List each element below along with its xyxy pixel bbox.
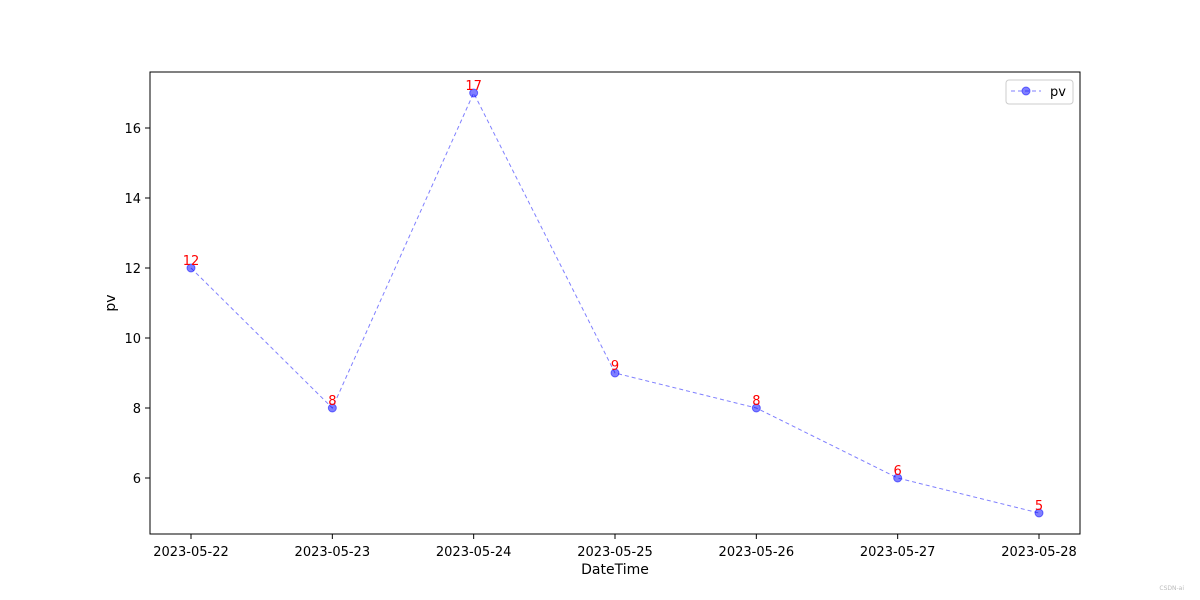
y-tick-label: 14: [124, 192, 141, 207]
data-label: 5: [1035, 499, 1043, 514]
data-point: [186, 263, 196, 273]
x-tick-label: 2023-05-23: [295, 545, 371, 560]
x-tick-label: 2023-05-27: [860, 545, 936, 560]
data-point: [327, 403, 337, 413]
data-label: 8: [328, 394, 336, 409]
y-tick-label: 16: [124, 122, 141, 137]
y-tick-label: 10: [124, 332, 141, 347]
data-label: 17: [465, 79, 482, 94]
x-tick-label: 2023-05-25: [577, 545, 653, 560]
data-label: 12: [183, 254, 200, 269]
legend-marker: [1021, 86, 1031, 96]
data-label: 8: [752, 394, 760, 409]
watermark: CSDN-ai: [1159, 585, 1184, 592]
data-point: [893, 473, 903, 483]
data-point: [610, 368, 620, 378]
x-tick-label: 2023-05-22: [153, 545, 229, 560]
y-axis-title: pv: [103, 294, 119, 311]
x-tick-label: 2023-05-26: [719, 545, 795, 560]
legend-label: pv: [1050, 85, 1066, 100]
plot-frame: [149, 71, 1081, 535]
data-point: [469, 88, 479, 98]
data-point: [1034, 508, 1044, 518]
y-tick-label: 12: [124, 262, 141, 277]
data-point: [751, 403, 761, 413]
data-label: 9: [611, 359, 619, 374]
y-tick-label: 8: [133, 402, 141, 417]
legend: pv: [1005, 79, 1074, 105]
data-label: 6: [894, 464, 902, 479]
x-tick-label: 2023-05-28: [1001, 545, 1077, 560]
x-tick-label: 2023-05-24: [436, 545, 512, 560]
legend-box: [1005, 79, 1074, 105]
x-axis-title: DateTime: [581, 562, 649, 578]
y-tick-label: 6: [133, 472, 141, 487]
